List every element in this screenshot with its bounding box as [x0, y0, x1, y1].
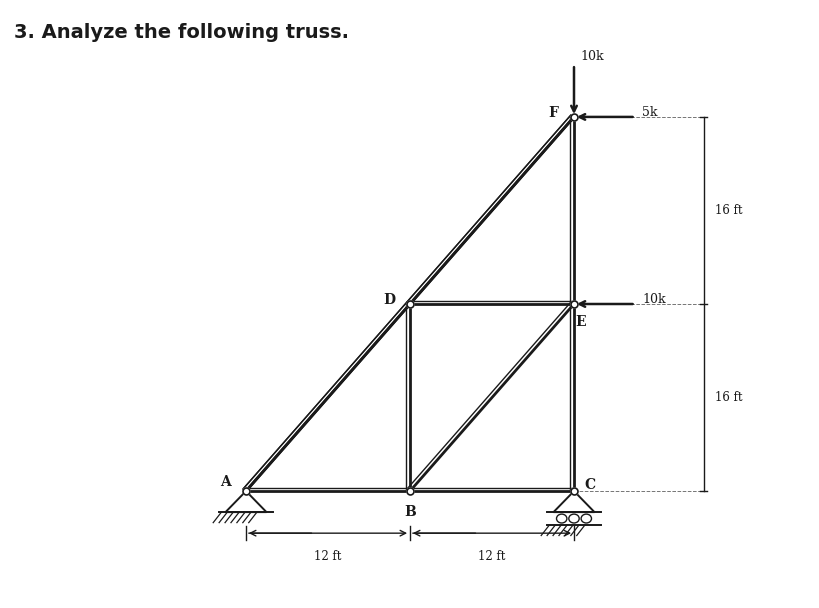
Text: 3. Analyze the following truss.: 3. Analyze the following truss.: [14, 23, 348, 43]
Text: 10k: 10k: [580, 50, 604, 63]
Text: 10k: 10k: [641, 293, 665, 306]
Text: 12 ft: 12 ft: [314, 550, 342, 562]
Text: 16 ft: 16 ft: [714, 391, 741, 404]
Text: 12 ft: 12 ft: [477, 550, 505, 562]
Text: 5k: 5k: [641, 106, 657, 119]
Text: A: A: [219, 475, 231, 489]
Text: D: D: [383, 294, 395, 308]
Text: B: B: [404, 505, 415, 519]
Text: F: F: [548, 106, 558, 120]
Text: E: E: [575, 314, 586, 328]
Text: 16 ft: 16 ft: [714, 204, 741, 217]
Text: C: C: [584, 478, 595, 492]
